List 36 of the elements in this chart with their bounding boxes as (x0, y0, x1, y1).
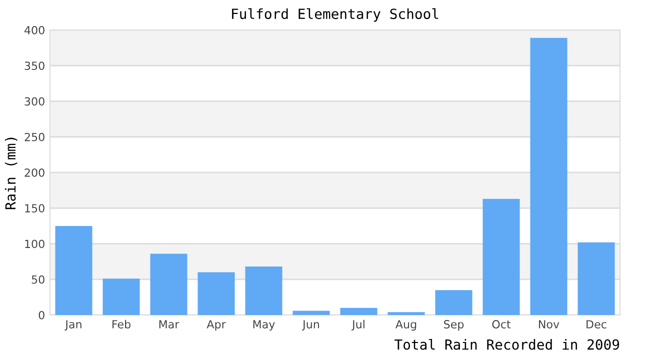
x-tick-label: Dec (586, 320, 606, 328)
bar (292, 310, 330, 315)
x-tick-label: May (253, 320, 275, 331)
bar (198, 272, 235, 315)
y-tick-label: 300 (24, 97, 44, 106)
y-tick-label: 400 (24, 26, 44, 34)
x-tick-label: Jun (302, 320, 319, 331)
x-axis-title: Total Rain Recorded in 2009 (394, 338, 620, 350)
y-tick-label: 100 (25, 240, 44, 248)
y-tick-label: 200 (24, 168, 44, 177)
y-axis-title: Rain (mm) (4, 138, 18, 210)
x-tick-label: Nov (538, 320, 560, 328)
x-tick-label: Feb (112, 320, 130, 328)
y-tick-label: 150 (25, 204, 44, 213)
x-tick-label: Apr (206, 320, 226, 331)
bar (388, 312, 425, 315)
x-tick-label: Jul (351, 320, 364, 331)
bar (482, 198, 520, 315)
bar (245, 266, 282, 315)
bar (435, 290, 472, 315)
x-tick-label: Jan (64, 320, 82, 331)
bar (102, 278, 140, 315)
x-tick-label: Mar (159, 320, 180, 328)
bar (150, 254, 188, 315)
y-tick-label: 250 (24, 132, 44, 142)
x-tick-label: Sep (444, 320, 464, 331)
bar (340, 308, 378, 315)
y-tick-label: 0 (38, 310, 44, 320)
bar (55, 226, 92, 315)
bar (530, 38, 568, 315)
y-tick-label: 50 (32, 275, 44, 284)
chart-title: Fulford Elementary School (232, 8, 438, 22)
y-tick-label: 350 (24, 62, 44, 70)
bar (578, 242, 615, 315)
x-tick-label: Oct (492, 320, 511, 328)
x-tick-label: Aug (395, 320, 416, 331)
